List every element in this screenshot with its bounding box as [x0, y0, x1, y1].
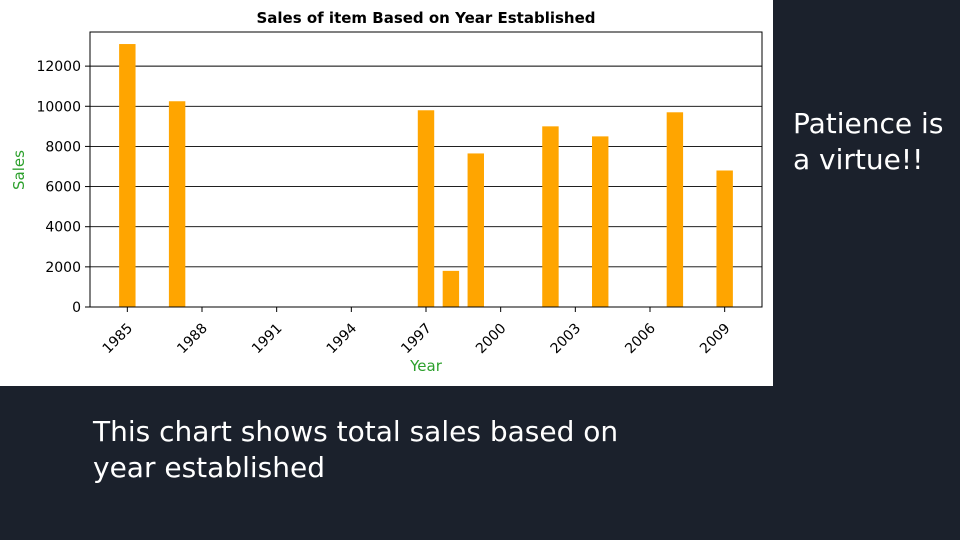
bar	[666, 112, 684, 308]
x-tick-label: 1988	[174, 321, 211, 358]
y-tick-label: 8000	[45, 139, 81, 155]
bar-chart: Sales of item Based on Year Established …	[10, 9, 763, 375]
x-tick-label: 1985	[100, 321, 137, 358]
bar	[542, 126, 559, 307]
y-tick-label: 6000	[45, 180, 81, 196]
x-axis-label: Year	[409, 357, 443, 375]
y-tick-label: 2000	[45, 260, 81, 276]
bar	[592, 136, 609, 307]
x-tick-label: 2006	[622, 320, 659, 357]
bar	[442, 270, 460, 307]
bars	[119, 44, 733, 308]
y-tick-label: 12000	[36, 59, 81, 75]
y-axis-ticks: 0 2000 4000 6000 8000 10000 12000	[36, 59, 90, 316]
chart-title: Sales of item Based on Year Established	[256, 9, 595, 27]
bar	[467, 153, 484, 307]
caption-text: This chart shows total sales based on ye…	[93, 415, 619, 484]
x-tick-label: 1997	[398, 321, 435, 358]
bar	[417, 110, 435, 307]
x-tick-label: 1991	[249, 321, 286, 358]
y-tick-label: 0	[72, 300, 81, 316]
y-axis-label: Sales	[10, 150, 28, 190]
x-tick-label: 2009	[697, 321, 734, 358]
y-tick-label: 4000	[45, 220, 81, 236]
x-tick-label: 1994	[324, 320, 361, 357]
x-tick-label: 2003	[548, 321, 585, 358]
chart-panel: Sales of item Based on Year Established …	[0, 0, 773, 386]
bar	[119, 44, 136, 308]
side-note: Patience is a virtue!!	[793, 107, 944, 176]
bar	[168, 101, 186, 307]
bar	[716, 170, 733, 307]
y-tick-label: 10000	[36, 99, 81, 115]
x-tick-label: 2000	[473, 321, 510, 358]
x-axis-ticks: 1985 1988 1991 1994 1997 2000 2003 2006 2009	[100, 307, 734, 358]
